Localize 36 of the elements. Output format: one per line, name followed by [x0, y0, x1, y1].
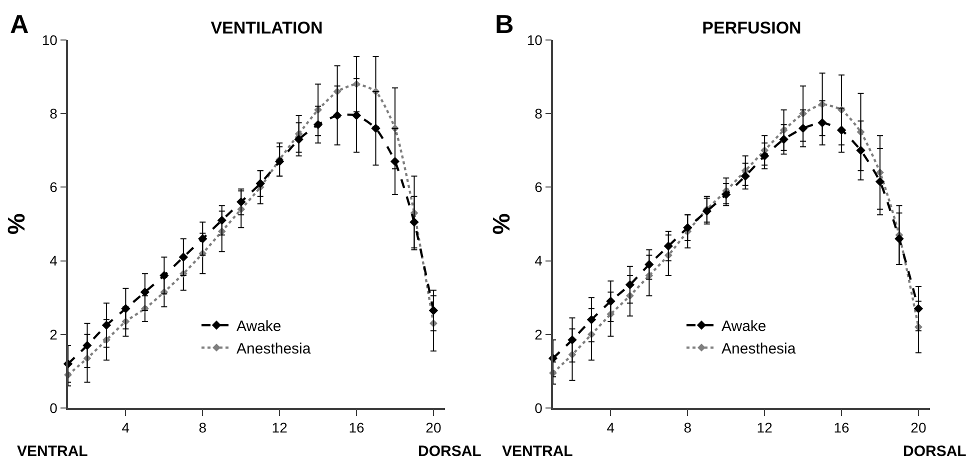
x-tick-label: 4: [606, 420, 615, 436]
y-tick-label: 4: [50, 252, 58, 269]
x-tick-label: 20: [910, 420, 926, 436]
x-tick-label: 12: [756, 420, 773, 436]
text: DORSAL: [418, 443, 482, 460]
y-tick-label: 2: [534, 326, 543, 342]
y-tick-label: 0: [534, 400, 543, 416]
x-tick-label: 16: [348, 420, 365, 436]
x-tick-label: 20: [426, 420, 442, 436]
y-tick-label: 0: [50, 400, 58, 416]
y-axis-title: %: [3, 213, 30, 235]
y-tick-label: 4: [534, 252, 543, 269]
x-tick-label: 8: [684, 420, 692, 436]
y-tick-label: 6: [50, 179, 58, 196]
legend-label: Anesthesia: [722, 340, 796, 358]
text: DORSAL: [903, 443, 966, 460]
text: VENTRAL: [17, 443, 88, 460]
y-tick-label: 8: [50, 106, 58, 122]
legend-label: Awake: [236, 318, 282, 335]
x-tick-label: 12: [272, 420, 288, 436]
x-tick-label: 16: [834, 420, 850, 436]
text: B: [495, 9, 514, 39]
legend-label: Awake: [722, 318, 766, 335]
text: A: [10, 9, 29, 39]
chart-title: VENTILATION: [210, 18, 323, 38]
x-tick-label: 4: [122, 420, 130, 436]
chart-title: PERFUSION: [702, 18, 802, 38]
y-axis-title: %: [488, 213, 516, 235]
y-tick-label: 8: [534, 106, 543, 122]
y-tick-label: 10: [526, 32, 543, 48]
text: VENTRAL: [502, 443, 573, 460]
y-tick-label: 2: [50, 326, 58, 342]
legend-label: Anesthesia: [236, 340, 312, 358]
y-tick-label: 6: [534, 179, 543, 196]
y-tick-label: 10: [42, 32, 58, 48]
x-tick-label: 8: [198, 420, 207, 436]
